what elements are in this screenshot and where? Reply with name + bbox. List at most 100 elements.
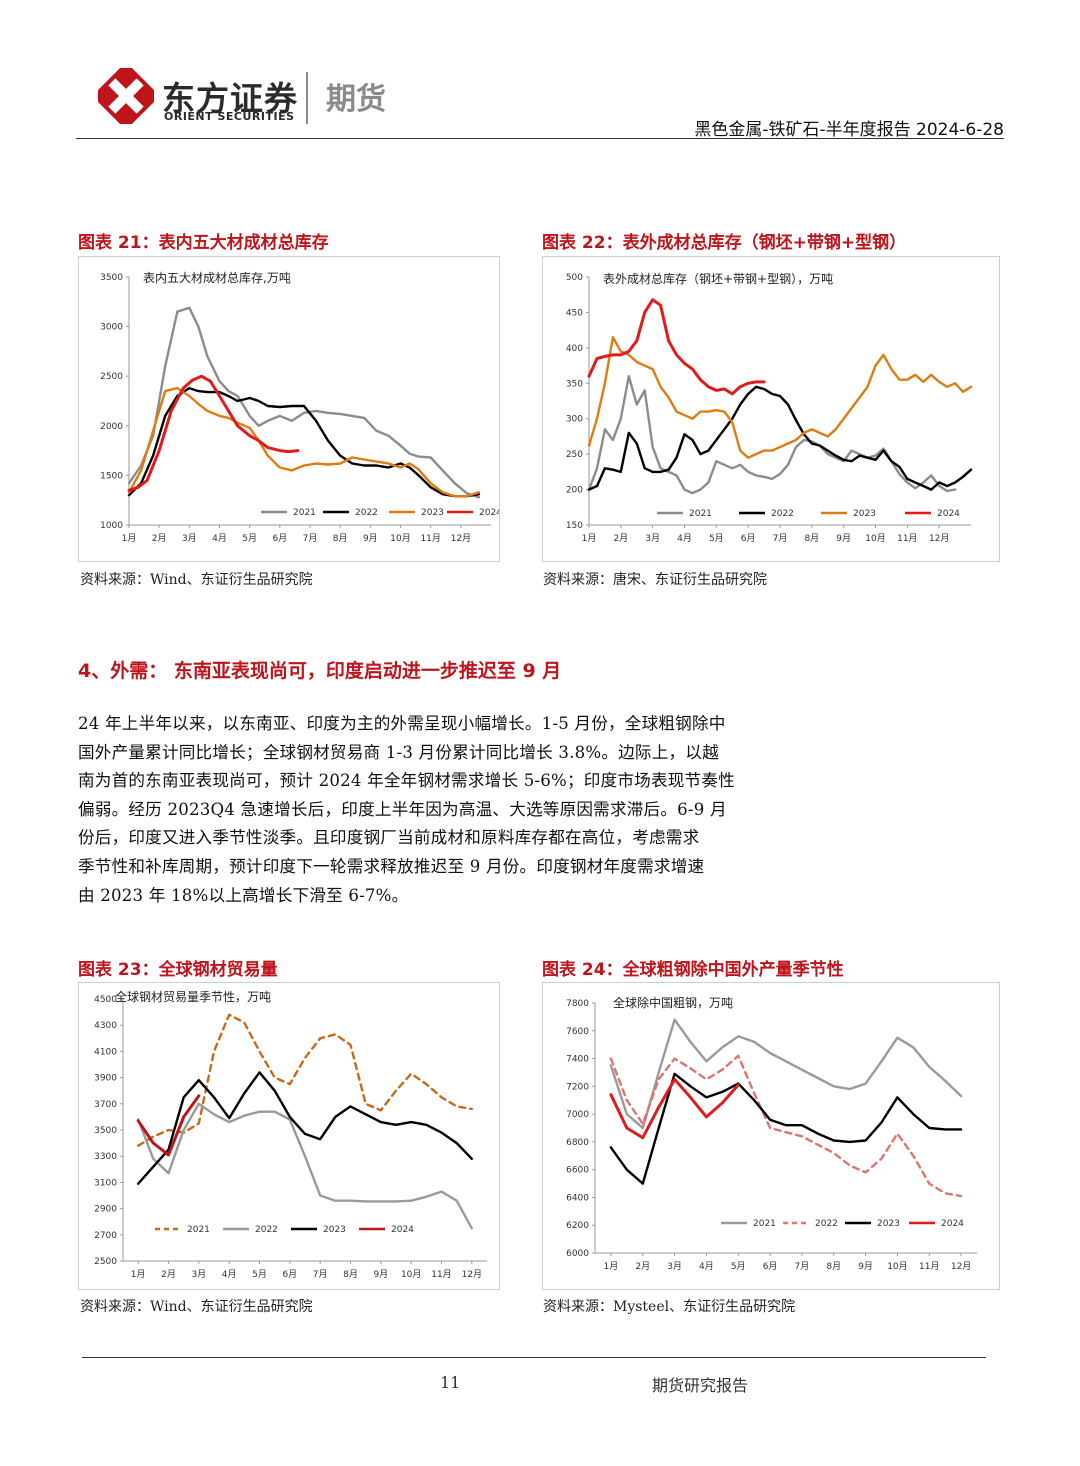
x-tick-label: 2月 (152, 533, 167, 544)
y-tick-label: 2500 (94, 1257, 117, 1267)
y-tick-label: 4300 (94, 1021, 117, 1031)
legend-label: 2021 (689, 509, 712, 519)
x-tick-label: 11月 (897, 533, 917, 544)
figure-24-title: 图表 24：全球粗钢除中国外产量季节性 (542, 960, 844, 980)
x-tick-label: 5月 (252, 1269, 267, 1280)
legend-label: 2022 (255, 1225, 278, 1235)
x-tick-label: 3月 (182, 533, 197, 544)
x-tick-label: 11月 (431, 1269, 451, 1280)
x-tick-label: 6月 (282, 1269, 297, 1280)
series-line-2024 (587, 298, 766, 396)
figure-22-title: 图表 22：表外成材总库存（钢坯+带钢+型钢） (542, 233, 907, 253)
x-tick-label: 3月 (667, 1261, 682, 1272)
x-tick-label: 11月 (919, 1261, 939, 1272)
x-tick-label: 12月 (462, 1269, 482, 1280)
x-tick-label: 7月 (313, 1269, 328, 1280)
chart-inner-title: 全球钢材贸易量季节性，万吨 (115, 989, 271, 1004)
legend-label: 2023 (853, 509, 876, 519)
x-tick-label: 7月 (303, 533, 318, 544)
figure-22-source: 资料来源：唐宋、东证衍生品研究院 (543, 572, 767, 588)
y-tick-label: 7200 (566, 1082, 589, 1092)
x-tick-label: 5月 (709, 533, 724, 544)
x-tick-label: 1月 (122, 533, 137, 544)
x-tick-label: 12月 (929, 533, 949, 544)
legend-label: 2024 (479, 508, 499, 518)
x-tick-label: 7月 (795, 1261, 810, 1272)
y-tick-label: 6200 (566, 1221, 589, 1231)
series-line-2024 (127, 374, 300, 492)
x-tick-label: 5月 (242, 533, 257, 544)
y-tick-label: 3100 (94, 1178, 117, 1188)
x-tick-label: 3月 (645, 533, 660, 544)
legend-label: 2023 (323, 1225, 346, 1235)
footer-label: 期货研究报告 (652, 1376, 749, 1395)
legend-label: 2022 (815, 1219, 838, 1229)
y-tick-label: 6800 (566, 1138, 589, 1148)
x-tick-label: 10月 (401, 1269, 421, 1280)
chart-21-svg: 1000 1500 2000 2500 3000 3500 1月 2月 3月 4月 5月 6月 7月 8月… (100, 270, 502, 544)
x-tick-label: 8月 (826, 1261, 841, 1272)
legend-label: 2023 (421, 508, 444, 518)
y-tick-label: 6400 (566, 1193, 589, 1203)
x-tick-label: 8月 (333, 533, 348, 544)
body-line: 偏弱。经历 2023Q4 急速增长后，印度上半年因为高温、大选等原因需求滞后。6… (78, 799, 727, 819)
legend-label: 2024 (941, 1219, 964, 1229)
x-tick-label: 4月 (699, 1261, 714, 1272)
chart-inner-title: 表外成材总库存（钢坯+带钢+型钢），万吨 (603, 271, 833, 286)
series-line-2022 (609, 1054, 963, 1198)
futures-label: 期货 (326, 82, 386, 117)
legend-label: 2024 (937, 509, 960, 519)
series-line-2022 (587, 385, 973, 491)
y-tick-label: 2900 (94, 1205, 117, 1215)
y-tick-label: 300 (566, 415, 583, 425)
y-tick-label: 1000 (100, 521, 123, 531)
legend-label: 2023 (877, 1219, 900, 1229)
body-line: 国外产量累计同比增长；全球钢材贸易商 1-3 月份累计同比增长 3.8%。边际上… (78, 742, 719, 762)
series-line-2024 (136, 1094, 201, 1157)
x-tick-label: 9月 (363, 533, 378, 544)
series-line-2021 (587, 374, 957, 495)
chart-24: 6000 6200 6400 6600 6800 7000 7200 7400 7600 7800… (542, 982, 1000, 1290)
x-tick-label: 8月 (343, 1269, 358, 1280)
x-tick-label: 7月 (773, 533, 788, 544)
x-tick-label: 6月 (272, 533, 287, 544)
y-tick-label: 200 (566, 486, 583, 496)
y-tick-label: 500 (566, 273, 583, 283)
series-line-2023 (127, 386, 481, 498)
legend-label: 2021 (753, 1219, 776, 1229)
legend-label: 2022 (771, 509, 794, 519)
y-tick-label: 350 (566, 379, 583, 389)
y-tick-label: 3300 (94, 1152, 117, 1162)
x-tick-label: 1月 (582, 533, 597, 544)
body-line: 份后，印度又进入季节性淡季。且印度钢厂当前成材和原料库存都在高位，考虑需求 (78, 828, 700, 848)
chart-inner-title: 全球除中国粗钢，万吨 (613, 995, 733, 1010)
x-tick-label: 9月 (858, 1261, 873, 1272)
y-tick-label: 450 (566, 308, 583, 318)
y-tick-label: 400 (566, 344, 583, 354)
company-name-cn: 东方证券 (162, 79, 298, 118)
y-tick-label: 6600 (566, 1166, 589, 1176)
series-line-2022 (127, 386, 481, 498)
company-logo-mark (98, 68, 154, 124)
x-tick-label: 10月 (865, 533, 885, 544)
body-line: 南为首的东南亚表现尚可，预计 2024 年全年钢材需求增长 5-6%；印度市场表… (78, 771, 735, 791)
chart-21: 1000 1500 2000 2500 3000 3500 1月 2月 3月 4月 5月 6月 7月 8月… (78, 256, 502, 562)
series-line-2023 (587, 335, 973, 459)
y-tick-label: 4500 (94, 995, 117, 1005)
x-tick-label: 10月 (390, 533, 410, 544)
body-paragraph: 24 年上半年以来，以东南亚、印度为主的外需呈现小幅增长。1-5 月份，全球粗钢… (78, 710, 808, 910)
x-tick-label: 11月 (420, 533, 440, 544)
y-tick-label: 6000 (566, 1249, 589, 1259)
y-tick-label: 3700 (94, 1100, 117, 1110)
x-tick-label: 3月 (191, 1269, 206, 1280)
chart-24-svg: 6000 6200 6400 6600 6800 7000 7200 7400 7600 7800… (566, 995, 977, 1272)
logo-divider (306, 72, 308, 124)
y-tick-label: 2000 (100, 422, 123, 432)
x-tick-label: 9月 (836, 533, 851, 544)
figure-24-source: 资料来源：Mysteel、东证衍生品研究院 (543, 1299, 796, 1315)
legend-label: 2024 (391, 1225, 414, 1235)
chart-22: 150 200 250 300 350 400 450 500 1月 2月 3月 4月 5月 6月 7月 8月… (542, 256, 1000, 562)
x-tick-label: 4月 (677, 533, 692, 544)
chart-23: 2500 2700 2900 3100 3300 3500 3700 3900 4100 4300… (78, 982, 500, 1290)
body-line: 季节性和补库周期，预计印度下一轮需求释放推迟至 9 月份。印度钢材年度需求增速 (78, 856, 705, 876)
